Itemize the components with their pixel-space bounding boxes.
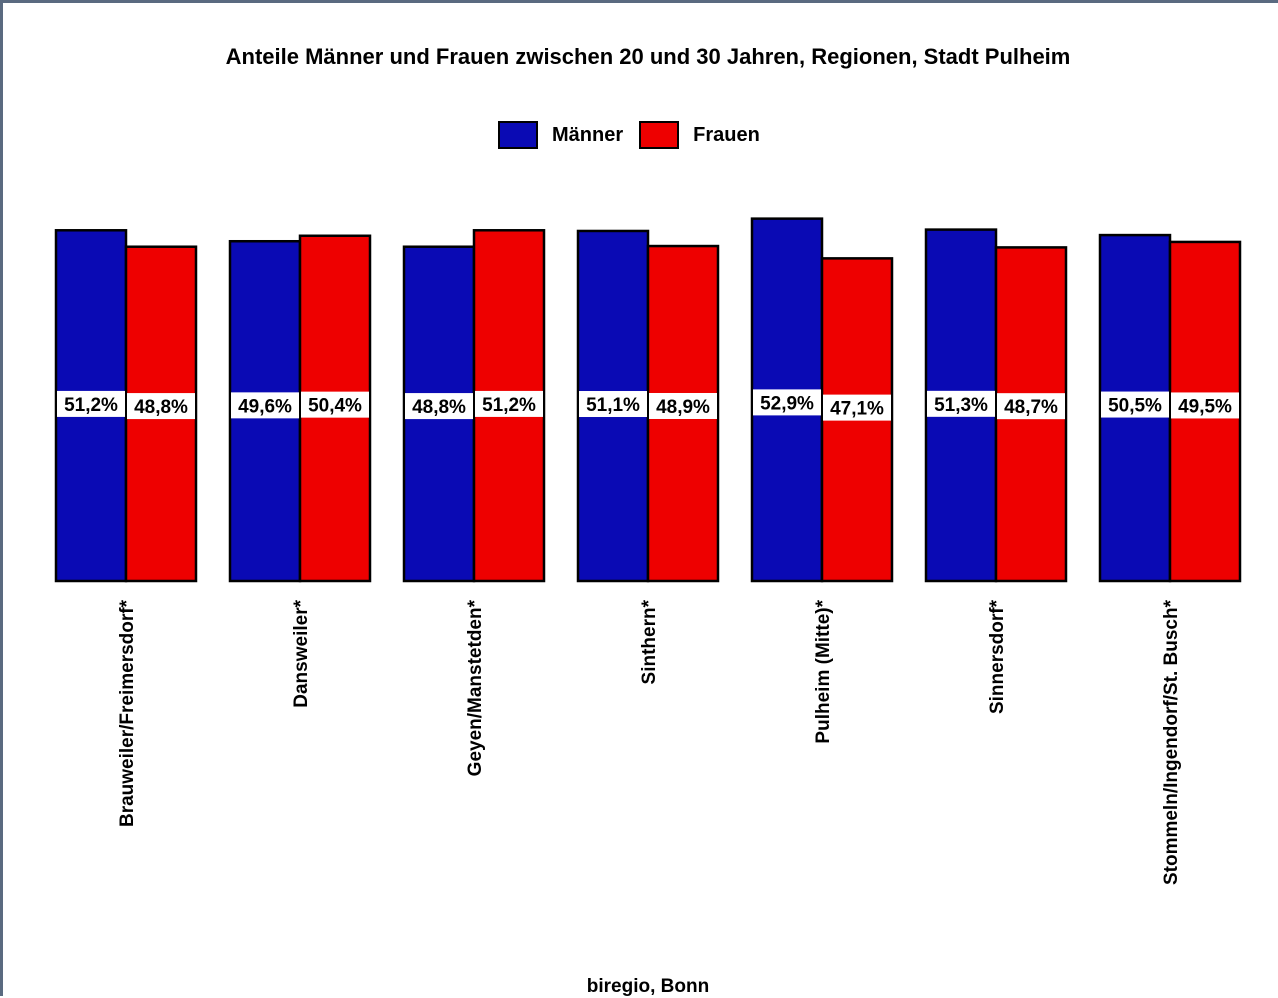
legend-swatch-maenner bbox=[498, 121, 538, 149]
source-credit: biregio, Bonn bbox=[586, 976, 710, 997]
data-label-frauen-bg bbox=[1171, 392, 1239, 419]
data-label-frauen-bg bbox=[649, 392, 717, 419]
data-label-maenner-bg bbox=[753, 389, 821, 416]
category-label: Sinthern* bbox=[639, 599, 660, 684]
data-label-maenner-bg bbox=[405, 393, 473, 420]
category-label: Pulheim (Mitte)* bbox=[813, 599, 834, 743]
data-label-maenner-bg bbox=[927, 390, 995, 417]
data-label-maenner: 51,1% bbox=[586, 395, 640, 416]
data-label-frauen-bg bbox=[823, 394, 891, 421]
data-label-frauen: 48,7% bbox=[1004, 397, 1058, 418]
legend-label-maenner: Männer bbox=[552, 123, 624, 146]
data-label-maenner-bg bbox=[231, 392, 299, 419]
data-label-maenner-bg bbox=[1101, 391, 1169, 418]
data-label-frauen: 51,2% bbox=[482, 395, 536, 416]
data-label-frauen: 50,4% bbox=[308, 396, 362, 417]
category-label: Geyen/Manstetden* bbox=[465, 599, 486, 776]
category-label: Dansweiler* bbox=[291, 599, 312, 707]
category-label: Stommeln/Ingendorf/St. Busch* bbox=[1161, 599, 1182, 885]
legend-swatch-frauen bbox=[639, 121, 680, 149]
data-label-frauen-bg bbox=[127, 393, 195, 420]
data-label-maenner: 51,2% bbox=[64, 395, 118, 416]
category-label: Brauweiler/Freimersdorf* bbox=[117, 599, 138, 827]
data-label-maenner: 52,9% bbox=[760, 393, 814, 414]
legend-label-frauen: Frauen bbox=[693, 123, 760, 146]
chart-legend: Männer Frauen bbox=[498, 118, 776, 152]
data-label-maenner: 50,5% bbox=[1108, 396, 1162, 417]
data-label-frauen: 48,9% bbox=[656, 397, 710, 418]
category-label: Sinnersdorf* bbox=[987, 599, 1008, 714]
data-label-frauen: 47,1% bbox=[830, 399, 884, 420]
data-label-maenner: 49,6% bbox=[238, 396, 292, 417]
data-label-maenner-bg bbox=[57, 390, 125, 417]
data-label-maenner: 48,8% bbox=[412, 397, 466, 418]
chart-title: Anteile Männer und Frauen zwischen 20 un… bbox=[225, 44, 1071, 69]
data-label-frauen-bg bbox=[475, 390, 543, 417]
data-label-frauen-bg bbox=[997, 393, 1065, 420]
data-label-frauen-bg bbox=[301, 391, 369, 418]
data-label-maenner-bg bbox=[579, 391, 647, 418]
data-label-frauen: 48,8% bbox=[134, 397, 188, 418]
data-label-maenner: 51,3% bbox=[934, 395, 988, 416]
data-label-frauen: 49,5% bbox=[1178, 396, 1232, 417]
